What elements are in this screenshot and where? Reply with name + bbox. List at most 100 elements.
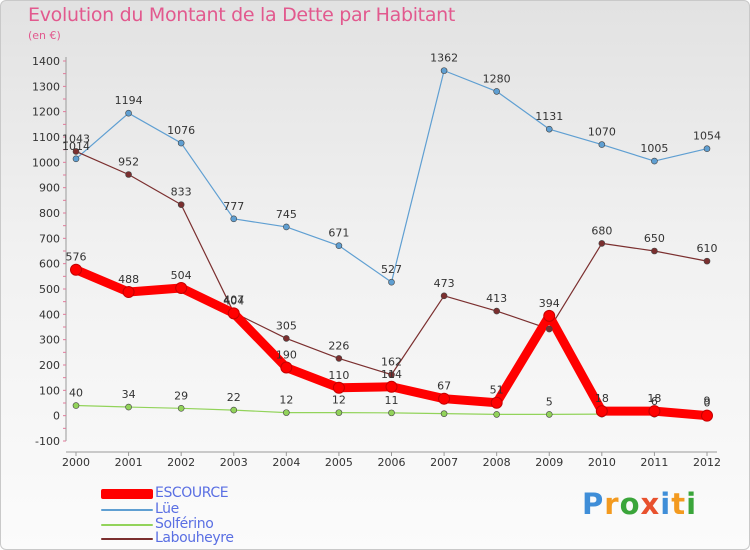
data-label-solferino: 40 bbox=[69, 387, 83, 400]
x-tick-label: 2003 bbox=[220, 456, 248, 469]
data-point-labouheyre bbox=[388, 371, 395, 378]
data-point-labouheyre bbox=[493, 307, 500, 315]
data-label-solferino: 5 bbox=[546, 395, 553, 408]
data-label-labouheyre: 650 bbox=[644, 232, 665, 245]
logo-letter: r bbox=[604, 487, 620, 521]
x-tick-label: 2007 bbox=[430, 456, 458, 469]
y-tick-label: 1400 bbox=[32, 55, 60, 68]
data-point-escource bbox=[385, 380, 398, 393]
logo-letter: x bbox=[640, 487, 661, 521]
data-point-labouheyre bbox=[703, 257, 711, 265]
data-point-labouheyre bbox=[440, 292, 448, 300]
data-point-solferino bbox=[283, 409, 290, 416]
data-label-labouheyre: 610 bbox=[697, 242, 718, 255]
x-tick-label: 2010 bbox=[588, 456, 616, 469]
data-point-lue bbox=[388, 278, 395, 286]
data-point-escource bbox=[543, 309, 556, 322]
data-label-escource: 190 bbox=[276, 349, 297, 362]
series-line-lue bbox=[75, 70, 708, 283]
data-label-labouheyre: 407 bbox=[223, 294, 244, 307]
data-point-escource bbox=[280, 361, 293, 374]
data-point-escource bbox=[122, 286, 135, 299]
chart-unit: (en €) bbox=[28, 29, 61, 42]
data-point-escource bbox=[490, 396, 503, 409]
y-tick-label: 200 bbox=[39, 359, 60, 372]
x-tick-label: 2009 bbox=[535, 456, 563, 469]
data-point-lue bbox=[230, 215, 238, 223]
data-point-lue bbox=[125, 109, 132, 117]
y-tick-label: 0 bbox=[53, 410, 60, 423]
data-label-escource: 394 bbox=[539, 297, 560, 310]
data-label-labouheyre: 473 bbox=[434, 277, 455, 290]
y-tick-label: 900 bbox=[39, 182, 60, 195]
data-point-labouheyre bbox=[177, 201, 185, 208]
data-point-solferino bbox=[335, 409, 343, 416]
legend-label-escource: ESCOURCE bbox=[155, 485, 229, 501]
y-tick-label: 1100 bbox=[32, 131, 60, 144]
x-tick-label: 2005 bbox=[325, 456, 353, 469]
data-label-labouheyre: 305 bbox=[276, 319, 297, 332]
data-point-labouheyre bbox=[598, 240, 606, 247]
data-label-escource: 110 bbox=[328, 369, 349, 382]
x-tick-label: 2000 bbox=[62, 456, 90, 469]
x-tick-label: 2004 bbox=[272, 456, 300, 469]
legend-item-solferino: Solférino bbox=[101, 516, 301, 533]
data-label-labouheyre: 680 bbox=[591, 224, 612, 237]
y-tick-label: 800 bbox=[39, 207, 60, 220]
y-tick-label: 1300 bbox=[32, 80, 60, 93]
legend-label-solferino: Solférino bbox=[155, 516, 214, 532]
x-tick-label: 2002 bbox=[167, 456, 195, 469]
data-label-lue: 671 bbox=[328, 227, 349, 240]
data-label-solferino: 12 bbox=[332, 394, 346, 407]
data-point-solferino bbox=[545, 411, 553, 418]
legend-label-lue: Lüe bbox=[155, 501, 179, 517]
data-label-escource: 51 bbox=[490, 384, 504, 397]
data-point-lue bbox=[283, 223, 290, 231]
data-point-labouheyre bbox=[335, 355, 343, 362]
data-point-lue bbox=[335, 242, 343, 249]
data-point-escource bbox=[70, 263, 82, 276]
data-label-lue: 1362 bbox=[430, 52, 458, 65]
data-label-lue: 1005 bbox=[640, 142, 668, 155]
data-point-lue bbox=[493, 88, 500, 95]
data-point-solferino bbox=[493, 411, 500, 418]
data-point-escource bbox=[175, 281, 188, 294]
x-tick-label: 2011 bbox=[640, 456, 668, 469]
logo-letter: i bbox=[660, 487, 672, 521]
data-label-lue: 745 bbox=[276, 208, 297, 221]
legend-swatch-lue bbox=[101, 509, 153, 511]
data-label-lue: 1076 bbox=[167, 124, 195, 137]
x-tick-label: 2012 bbox=[693, 456, 721, 469]
data-point-solferino bbox=[125, 403, 132, 411]
y-tick-label: 100 bbox=[39, 384, 60, 397]
data-label-escource: 504 bbox=[171, 269, 192, 282]
data-label-labouheyre: 1043 bbox=[62, 132, 90, 145]
data-label-labouheyre: 952 bbox=[118, 155, 139, 168]
data-point-solferino bbox=[388, 409, 395, 417]
data-point-labouheyre bbox=[72, 148, 80, 155]
data-point-lue bbox=[545, 125, 553, 133]
chart-title: Evolution du Montant de la Dette par Hab… bbox=[28, 4, 456, 26]
data-label-escource: 404 bbox=[223, 294, 244, 307]
data-point-labouheyre bbox=[545, 325, 553, 333]
data-label-solferino: 29 bbox=[174, 389, 188, 402]
data-point-escource bbox=[332, 381, 345, 394]
data-point-lue bbox=[72, 155, 80, 163]
data-point-solferino bbox=[230, 406, 238, 414]
data-label-labouheyre: 833 bbox=[171, 186, 192, 199]
data-point-lue bbox=[177, 139, 185, 147]
data-point-solferino bbox=[440, 410, 448, 417]
legend-swatch-labouheyre bbox=[101, 538, 153, 540]
data-label-escource: 576 bbox=[66, 251, 87, 264]
data-label-lue: 1280 bbox=[483, 72, 511, 85]
data-point-escource bbox=[227, 307, 240, 320]
data-label-labouheyre: 413 bbox=[486, 292, 507, 305]
data-point-escource bbox=[648, 405, 661, 418]
data-point-labouheyre bbox=[125, 171, 132, 178]
data-point-lue bbox=[598, 141, 606, 148]
data-label-solferino: 12 bbox=[279, 394, 293, 407]
data-label-escource: 488 bbox=[118, 273, 139, 286]
data-point-labouheyre bbox=[283, 335, 290, 342]
legend-swatch-solferino bbox=[101, 524, 153, 526]
